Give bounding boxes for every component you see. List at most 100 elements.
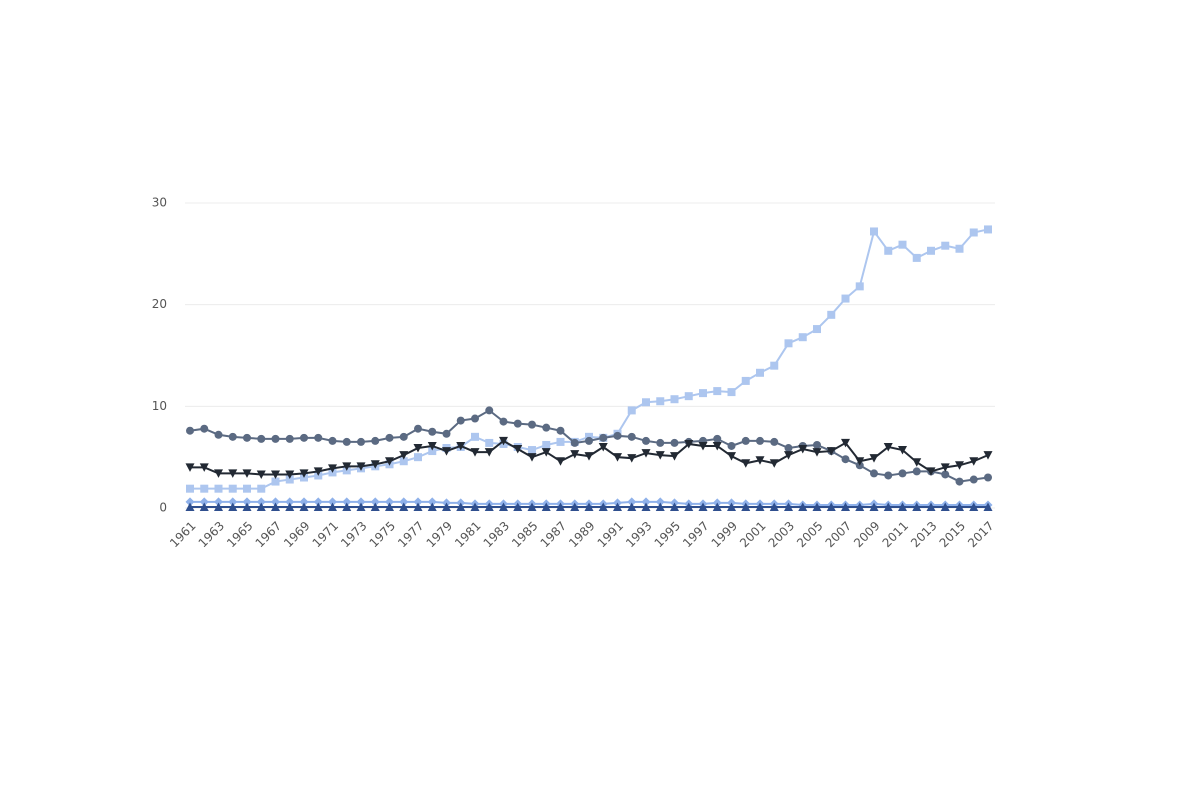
x-tick-label: 2007	[823, 519, 854, 550]
marker	[428, 447, 437, 456]
marker	[399, 432, 408, 441]
marker	[485, 406, 494, 415]
marker	[670, 502, 679, 511]
marker	[414, 453, 422, 462]
marker	[228, 497, 238, 507]
marker	[670, 452, 679, 461]
marker	[185, 463, 195, 472]
marker	[256, 502, 266, 511]
marker	[955, 502, 964, 511]
x-tick-label: 1991	[595, 519, 626, 550]
marker	[670, 438, 679, 447]
marker	[684, 502, 694, 511]
y-tick-label: 30	[152, 196, 167, 210]
marker	[613, 453, 622, 462]
x-tick-label: 1997	[680, 519, 711, 550]
marker	[784, 502, 793, 511]
marker	[185, 497, 195, 507]
marker	[898, 469, 907, 478]
marker	[869, 454, 879, 463]
x-tick-label: 1979	[424, 519, 455, 550]
marker	[870, 227, 878, 236]
marker	[328, 497, 337, 507]
marker	[898, 502, 907, 511]
x-tick-label: 2011	[880, 519, 911, 550]
marker	[627, 454, 637, 463]
marker	[214, 497, 223, 507]
x-tick-label: 1989	[566, 519, 597, 550]
marker	[756, 436, 764, 445]
marker	[186, 426, 194, 435]
marker	[684, 439, 694, 449]
marker	[798, 502, 808, 511]
marker	[884, 471, 893, 480]
marker	[484, 502, 494, 511]
x-tick-label: 1963	[196, 519, 227, 550]
marker	[527, 453, 537, 462]
marker	[585, 436, 593, 445]
marker	[598, 443, 608, 452]
marker	[627, 406, 636, 415]
marker	[984, 225, 992, 234]
x-tick-label: 1965	[224, 519, 255, 550]
marker	[556, 426, 565, 435]
x-tick-label: 1973	[338, 519, 369, 550]
series	[190, 228, 989, 490]
marker	[784, 451, 793, 460]
marker	[542, 423, 551, 432]
marker	[641, 502, 651, 511]
marker	[313, 502, 323, 511]
marker	[342, 502, 352, 511]
marker	[513, 419, 522, 428]
marker	[556, 437, 565, 446]
marker	[285, 434, 294, 443]
marker	[414, 424, 422, 433]
x-tick-label: 1987	[538, 519, 569, 550]
marker	[855, 457, 865, 466]
marker	[356, 462, 366, 471]
marker	[271, 477, 280, 486]
x-tick-label: 2009	[851, 519, 882, 550]
marker	[199, 463, 209, 472]
marker	[556, 457, 565, 466]
marker	[727, 502, 736, 511]
marker	[285, 475, 294, 484]
marker	[855, 502, 865, 511]
marker	[727, 388, 736, 397]
marker	[969, 475, 978, 484]
marker	[940, 463, 950, 472]
marker	[627, 502, 637, 511]
marker	[328, 464, 337, 473]
marker	[200, 424, 209, 433]
marker	[599, 433, 608, 442]
marker	[884, 246, 893, 255]
x-tick-label: 2013	[908, 519, 939, 550]
marker	[627, 497, 637, 507]
marker	[328, 436, 337, 445]
marker	[912, 467, 921, 476]
marker	[527, 502, 537, 511]
x-tick-label: 2005	[794, 519, 825, 550]
marker	[471, 414, 479, 423]
marker	[285, 502, 295, 511]
y-tick-label: 10	[152, 399, 167, 413]
marker	[826, 447, 836, 456]
marker	[655, 497, 665, 507]
marker	[356, 497, 366, 507]
marker	[655, 451, 665, 460]
marker	[499, 436, 508, 446]
marker	[770, 437, 779, 446]
marker	[484, 448, 494, 457]
marker	[769, 502, 779, 511]
marker	[299, 502, 309, 511]
marker	[870, 469, 878, 478]
marker	[642, 436, 650, 445]
marker	[698, 441, 708, 451]
x-tick-label: 1981	[452, 519, 483, 550]
marker	[342, 437, 351, 446]
marker	[926, 502, 936, 511]
marker	[613, 431, 622, 440]
marker	[356, 502, 366, 511]
x-tick-label: 2003	[766, 519, 797, 550]
marker	[969, 457, 979, 466]
